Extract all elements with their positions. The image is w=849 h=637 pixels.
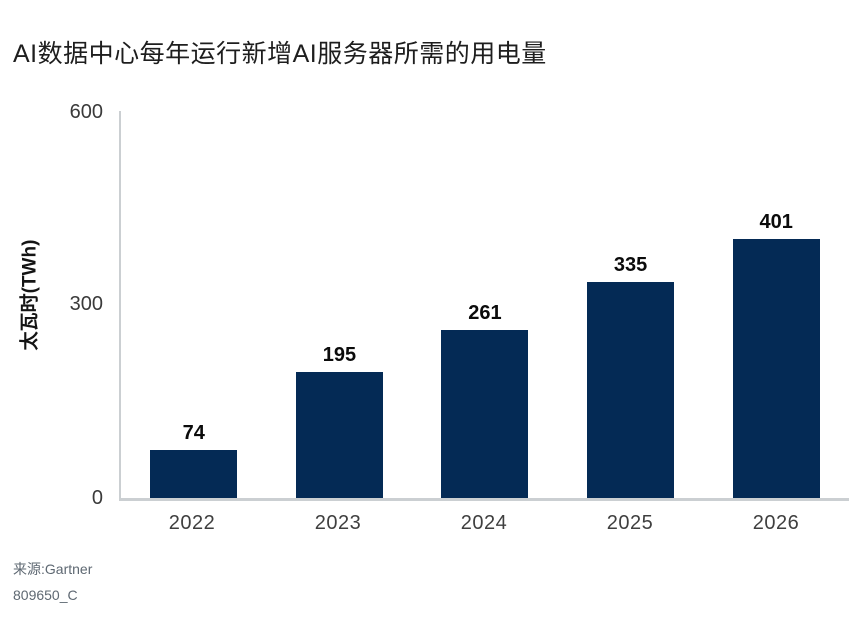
bar-2023 bbox=[295, 372, 383, 498]
x-tick-label-2024: 2024 bbox=[460, 512, 508, 534]
x-tick-label-2025: 2025 bbox=[606, 512, 654, 534]
x-tick-label-2026: 2026 bbox=[752, 512, 800, 534]
bar-2024 bbox=[441, 329, 529, 498]
x-tick-label-2022: 2022 bbox=[168, 512, 216, 534]
bar-value-label: 261 bbox=[468, 301, 502, 324]
source-block: 来源:Gartner 809650_C bbox=[13, 556, 92, 608]
bar-value-label: 335 bbox=[613, 253, 648, 276]
bar-2022 bbox=[150, 450, 238, 498]
bar-group-2026: 401 bbox=[703, 111, 849, 498]
bar-2025 bbox=[587, 281, 675, 498]
bar-group-2024: 261 bbox=[412, 111, 558, 498]
y-tick-label-0: 0 bbox=[91, 487, 103, 509]
y-tick-label-300: 300 bbox=[69, 293, 103, 315]
bar-value-label: 74 bbox=[182, 422, 205, 445]
x-axis-labels: 2022 2023 2024 2025 2026 bbox=[119, 512, 849, 535]
bars-row: 74 195 261 335 401 bbox=[121, 111, 849, 498]
bar-2026 bbox=[732, 239, 820, 498]
bar-value-label: 401 bbox=[759, 211, 793, 234]
y-tick-label-600: 600 bbox=[69, 101, 103, 123]
source-id: 809650_C bbox=[13, 587, 78, 603]
bar-group-2022: 74 bbox=[121, 111, 267, 498]
source-text: 来源:Gartner bbox=[13, 561, 93, 577]
chart-title: AI数据中心每年运行新增AI服务器所需的用电量 bbox=[13, 40, 547, 68]
bar-group-2023: 195 bbox=[267, 111, 413, 498]
bar-value-label: 195 bbox=[322, 344, 357, 367]
x-tick-label-2023: 2023 bbox=[314, 512, 362, 534]
plot-area: 74 195 261 335 401 bbox=[119, 111, 849, 501]
bar-group-2025: 335 bbox=[558, 111, 704, 498]
